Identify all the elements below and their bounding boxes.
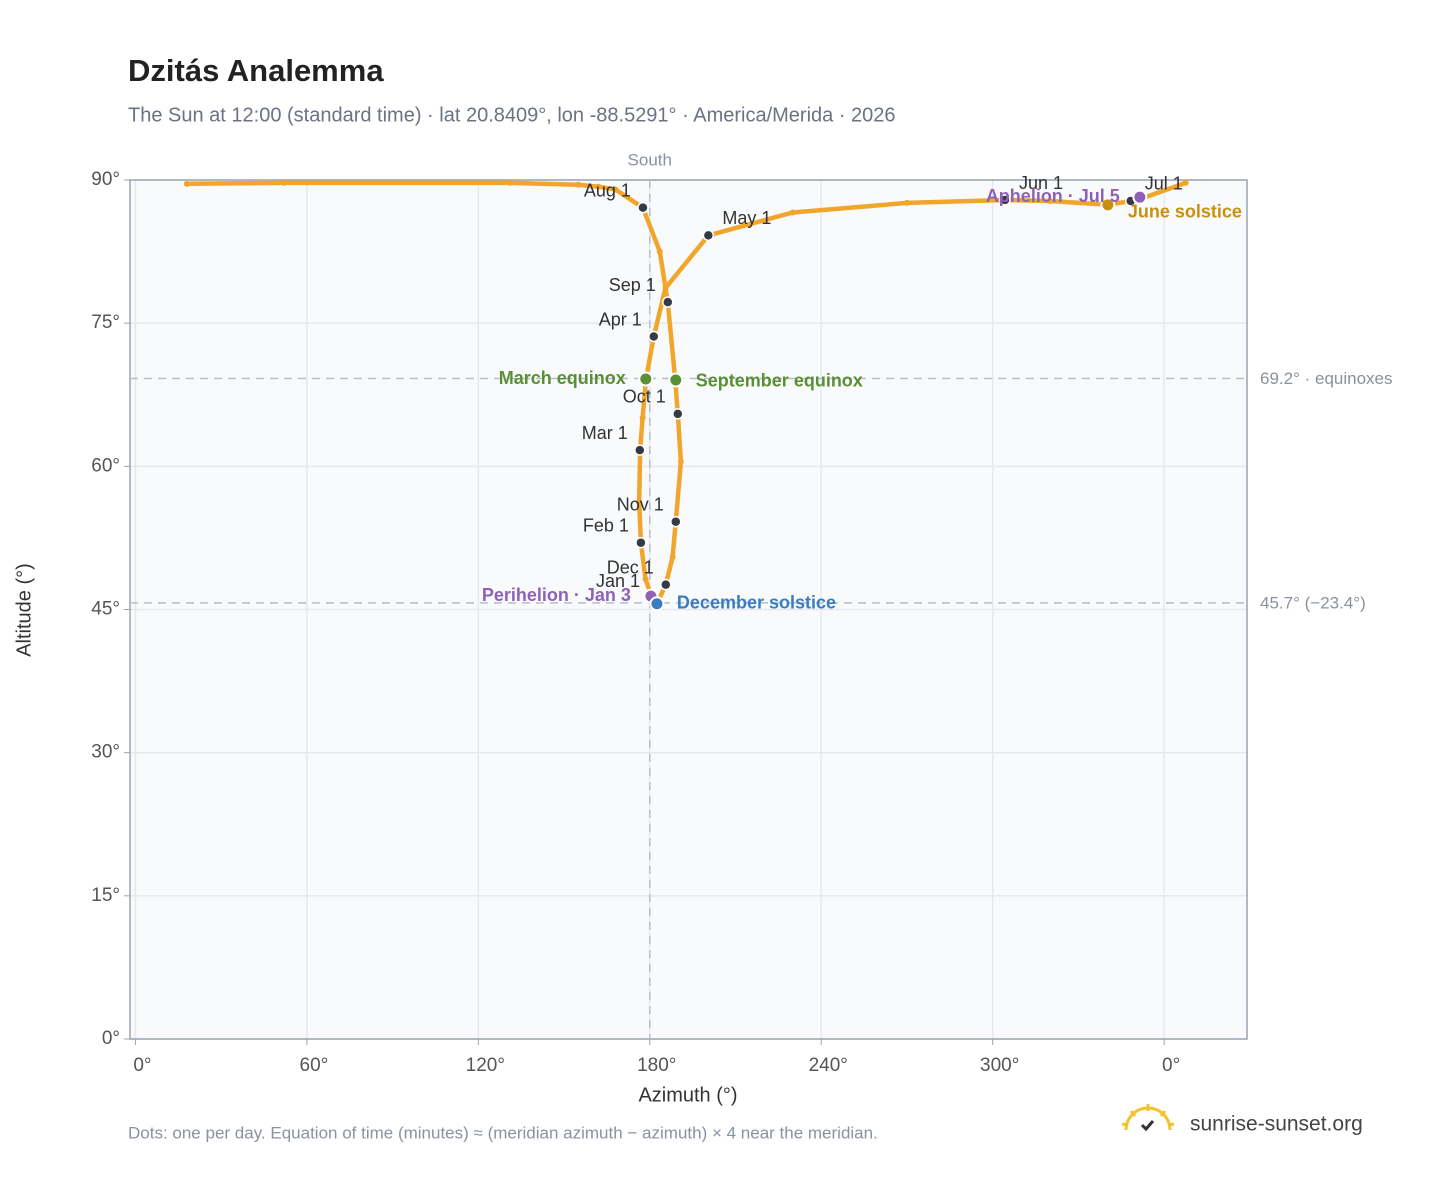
month-marker	[702, 229, 715, 242]
day-dot	[669, 554, 676, 561]
month-label: Jul 1	[1145, 174, 1183, 194]
chart-title: Dzitás Analemma	[128, 53, 384, 88]
month-label: Jun 1	[1019, 173, 1063, 193]
event-label: June solstice	[1128, 202, 1242, 222]
x-tick-label: 60°	[300, 1055, 329, 1076]
day-dot	[506, 179, 513, 186]
day-dot	[642, 575, 649, 582]
month-marker	[634, 444, 646, 456]
y-tick-label: 90°	[91, 169, 120, 190]
day-dot	[612, 186, 619, 193]
day-dot	[636, 499, 643, 506]
y-tick-label: 15°	[91, 885, 120, 906]
day-dot	[1046, 197, 1053, 204]
reference-label: 69.2° · equinoxes	[1260, 369, 1393, 388]
plot-frame	[129, 179, 1248, 1040]
month-label: Nov 1	[617, 494, 664, 514]
y-tick-label: 30°	[91, 742, 120, 763]
month-label: Apr 1	[599, 309, 642, 329]
day-dot	[639, 414, 646, 421]
footnote: Dots: one per day. Equation of time (min…	[128, 1123, 878, 1142]
day-dot	[575, 181, 582, 188]
reference-label: 45.7° (−23.4°)	[1260, 593, 1366, 612]
month-marker	[648, 330, 660, 343]
y-axis-label: Altitude (°)	[13, 563, 35, 657]
x-tick-label: 240°	[809, 1055, 848, 1076]
y-tick-label: 60°	[91, 455, 120, 476]
event-label: September equinox	[696, 371, 863, 391]
month-label: Oct 1	[623, 387, 666, 407]
day-dot	[1182, 179, 1189, 186]
month-label: Sep 1	[609, 275, 656, 295]
month-label: May 1	[722, 208, 771, 228]
brand-logo	[1121, 1104, 1175, 1132]
event-label: Perihelion · Jan 3	[482, 585, 631, 605]
day-dot	[903, 199, 910, 206]
day-dot	[183, 180, 190, 187]
day-dot	[281, 179, 288, 186]
month-label: Dec 1	[607, 557, 654, 577]
event-marker	[649, 596, 665, 612]
day-dot	[595, 183, 602, 190]
month-marker	[670, 515, 682, 528]
event-label: March equinox	[499, 368, 626, 388]
day-dot	[789, 209, 796, 216]
x-tick-label: 0°	[133, 1055, 151, 1076]
month-marker	[672, 408, 684, 420]
x-tick-label: 0°	[1162, 1055, 1180, 1076]
event-label: Aphelion · Jul 5	[986, 186, 1120, 206]
month-marker	[660, 578, 672, 591]
month-label: Jan 1	[596, 571, 640, 591]
y-tick-label: 0°	[102, 1028, 120, 1049]
event-marker	[638, 371, 654, 387]
month-marker	[635, 536, 647, 549]
month-label: Feb 1	[583, 515, 629, 535]
event-marker	[1100, 197, 1116, 213]
event-marker	[1132, 189, 1148, 205]
brand: sunrise-sunset.org	[1190, 1113, 1363, 1136]
y-tick-label: 45°	[91, 599, 120, 620]
x-tick-label: 300°	[980, 1055, 1019, 1076]
month-label: Aug 1	[584, 180, 631, 200]
x-tick-label: 120°	[466, 1055, 505, 1076]
chart-subtitle: The Sun at 12:00 (standard time) · lat 2…	[128, 104, 896, 126]
day-dot	[656, 248, 663, 255]
y-tick-label: 75°	[91, 312, 120, 333]
x-axis-label: Azimuth (°)	[638, 1084, 737, 1106]
reference-label: South	[628, 150, 672, 169]
month-label: Mar 1	[582, 423, 628, 443]
event-label: December solstice	[677, 593, 836, 613]
day-dot	[662, 284, 669, 291]
x-tick-label: 180°	[637, 1055, 676, 1076]
month-marker	[662, 296, 674, 308]
month-marker	[999, 194, 1011, 206]
month-marker	[637, 201, 649, 214]
event-marker	[668, 372, 684, 388]
day-dot	[677, 458, 684, 465]
